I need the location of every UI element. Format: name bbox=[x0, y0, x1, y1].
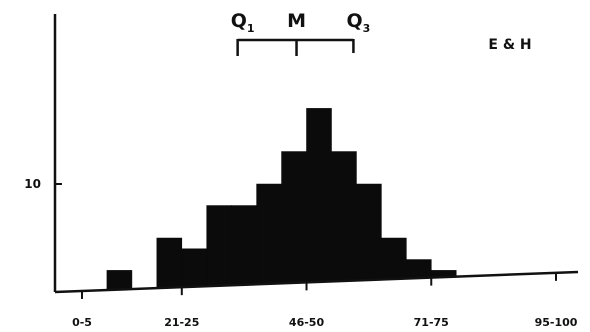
q1-label: Q1 bbox=[231, 10, 255, 35]
histogram-bar-3 bbox=[206, 205, 232, 287]
x-axis bbox=[54, 270, 579, 294]
histogram-bar-6 bbox=[281, 151, 307, 284]
histogram-bar-9 bbox=[356, 183, 382, 281]
histogram-bar-11 bbox=[406, 259, 432, 279]
histogram-bar-2 bbox=[181, 248, 208, 288]
histogram-bar-7 bbox=[306, 108, 332, 283]
median-label: M bbox=[287, 10, 306, 32]
y-ticks: 103050 bbox=[24, 177, 62, 191]
histogram-bars bbox=[106, 108, 457, 291]
y-tick-label-0: 10 bbox=[24, 177, 41, 191]
x-tick-label-0: 0-5 bbox=[72, 316, 92, 329]
x-tick-label-2: 46-50 bbox=[289, 316, 325, 329]
histogram-bar-10 bbox=[381, 237, 407, 280]
panel-label: E & H bbox=[488, 37, 531, 53]
q3-label: Q3 bbox=[347, 10, 371, 35]
x-ticks: 0-5 21-25 46-50 71-75 95-100 bbox=[72, 272, 578, 329]
x-tick-label-3: 71-75 bbox=[414, 316, 449, 329]
histogram-bar-4 bbox=[231, 205, 257, 286]
x-tick-label-4: 95-100 bbox=[535, 316, 578, 329]
histogram-bar-5 bbox=[256, 183, 282, 285]
histogram-bar-8 bbox=[331, 151, 357, 282]
histogram-bar-1 bbox=[156, 237, 183, 289]
x-tick-label-1: 21-25 bbox=[164, 316, 199, 329]
histogram-bar-0 bbox=[106, 270, 133, 291]
quartile-bracket: Q1 M Q3 bbox=[231, 10, 371, 56]
